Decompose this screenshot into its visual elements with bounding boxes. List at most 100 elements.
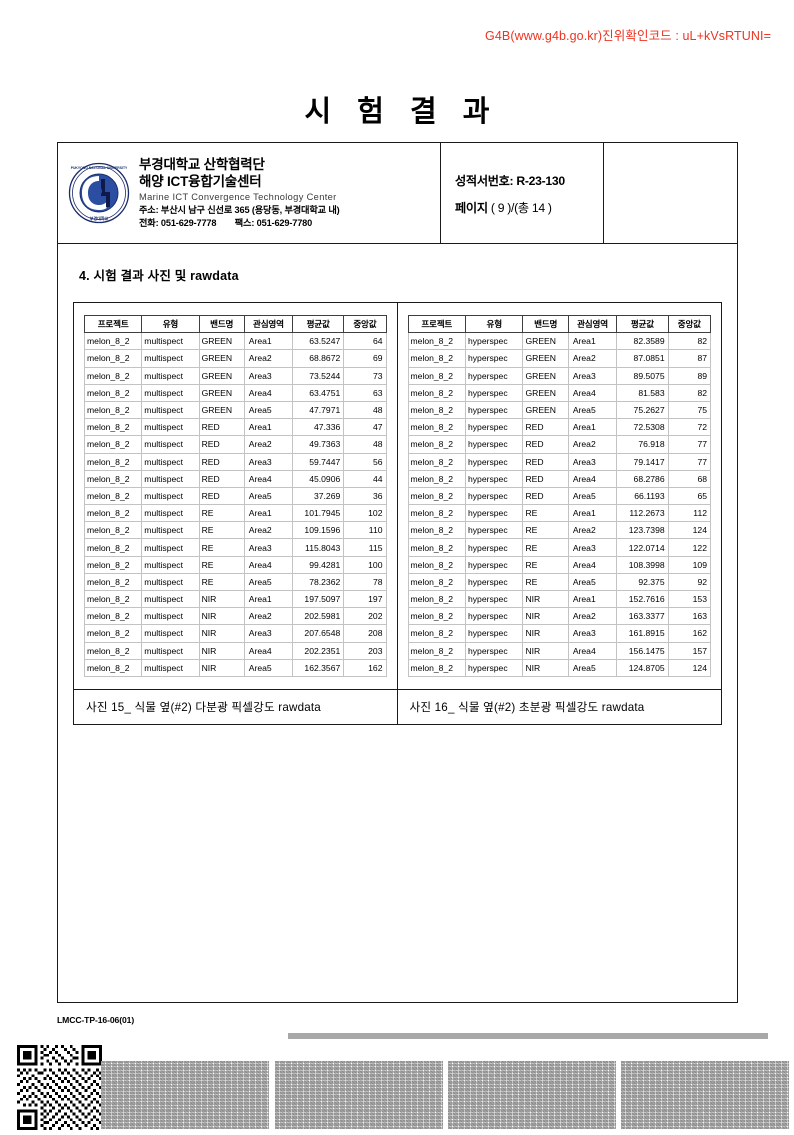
table-cell-mean: 68.8672	[292, 349, 345, 368]
table-cell-type: multispect	[141, 418, 200, 437]
table-cell-med: 115	[343, 538, 387, 557]
table-cell-proj: melon_8_2	[407, 658, 466, 677]
table-cell-med: 63	[343, 383, 387, 402]
table-cell-band: RE	[198, 504, 245, 523]
table-cell-med: 69	[343, 349, 387, 368]
svg-text:부경대학교: 부경대학교	[90, 215, 109, 221]
col-median: 중앙값	[667, 314, 712, 334]
document-body-frame: PUKYONG NATIONAL UNIVERSITY 부경대학교 부경대학교 …	[57, 142, 738, 1003]
table-cell-band: RED	[198, 452, 245, 471]
table-cell-area: Area1	[243, 589, 294, 609]
table-cell-band: RED	[198, 486, 245, 506]
table-row: melon_8_2 multispect GREEN Area4 63.4751 63	[83, 383, 387, 402]
table-cell-proj: melon_8_2	[83, 418, 143, 437]
table-cell-med: 65	[667, 486, 712, 506]
table-cell-type: hyperspec	[464, 366, 524, 385]
hyperspectral-table-cell: 프로젝트 유형 밴드명 관심영역 평균값 중앙값 melon_8_2 hypers…	[398, 303, 722, 689]
letterhead-band: PUKYONG NATIONAL UNIVERSITY 부경대학교 부경대학교 …	[58, 143, 737, 244]
security-pattern-block-2	[275, 1061, 443, 1129]
table-cell-area: Area5	[243, 400, 294, 420]
table-cell-band: GREEN	[522, 400, 569, 420]
page-indicator: 페이지 ( 9 )/(총 14 )	[455, 198, 603, 216]
table-cell-proj: melon_8_2	[407, 607, 466, 626]
table-cell-med: 56	[343, 452, 387, 471]
table-cell-med: 48	[343, 435, 387, 454]
security-pattern-block-3	[448, 1061, 616, 1129]
table-cell-proj: melon_8_2	[83, 332, 143, 351]
table-cell-area: Area1	[567, 504, 618, 523]
table-row: melon_8_2 multispect NIR Area3 207.6548 208	[83, 624, 387, 643]
col-type: 유형	[141, 314, 200, 334]
svg-text:PUKYONG NATIONAL UNIVERSITY: PUKYONG NATIONAL UNIVERSITY	[71, 166, 128, 170]
table-row: melon_8_2 multispect GREEN Area1 63.5247 64	[83, 332, 387, 351]
table-cell-area: Area4	[243, 469, 294, 488]
table-row: melon_8_2 multispect GREEN Area5 47.7971 48	[83, 400, 387, 420]
table-cell-type: multispect	[141, 538, 200, 557]
table-cell-type: hyperspec	[464, 572, 524, 592]
table-cell-mean: 63.4751	[292, 383, 345, 402]
table-cell-band: GREEN	[522, 332, 569, 351]
table-cell-med: 77	[667, 452, 712, 471]
table-cell-type: multispect	[141, 641, 200, 660]
table-cell-area: Area2	[567, 607, 618, 626]
col-roi: 관심영역	[567, 314, 618, 334]
table-row: melon_8_2 multispect RED Area5 37.269 36	[83, 486, 387, 506]
hyperspectral-rawdata-table: 프로젝트 유형 밴드명 관심영역 평균값 중앙값 melon_8_2 hypers…	[407, 314, 712, 677]
table-cell-mean: 49.7363	[292, 435, 345, 454]
table-cell-proj: melon_8_2	[83, 383, 143, 402]
table-cell-band: NIR	[198, 658, 245, 677]
table-cell-med: 100	[343, 555, 387, 574]
table-cell-proj: melon_8_2	[83, 366, 143, 385]
table-cell-area: Area5	[243, 486, 294, 506]
col-band: 밴드명	[522, 314, 569, 334]
table-cell-area: Area4	[567, 383, 618, 402]
table-row: melon_8_2 multispect RE Area2 109.1596 110	[83, 521, 387, 540]
section-heading: 4. 시험 결과 사진 및 rawdata	[79, 269, 239, 283]
table-row: melon_8_2 multispect NIR Area2 202.5981 202	[83, 607, 387, 626]
table-cell-type: multispect	[141, 521, 200, 540]
table-cell-area: Area5	[567, 572, 618, 592]
table-cell-area: Area3	[243, 452, 294, 471]
table-cell-type: multispect	[141, 624, 200, 643]
security-pattern-block-1	[101, 1061, 269, 1129]
captions-row: 사진 15_ 식물 옆(#2) 다분광 픽셀강도 rawdata 사진 16_ …	[74, 688, 721, 724]
table-row: melon_8_2 multispect RED Area2 49.7363 48	[83, 435, 387, 454]
table-cell-proj: melon_8_2	[83, 624, 143, 643]
table-row: melon_8_2 hyperspec NIR Area4 156.1475 157	[407, 641, 712, 660]
org-address: 주소: 부산시 남구 신선로 365 (용당동, 부경대학교 내)	[139, 204, 340, 215]
table-cell-med: 203	[343, 641, 387, 660]
table-row: melon_8_2 hyperspec GREEN Area4 81.583 82	[407, 383, 712, 402]
table-cell-proj: melon_8_2	[407, 641, 466, 660]
col-mean: 평균값	[616, 314, 669, 334]
table-cell-proj: melon_8_2	[407, 400, 466, 420]
table-cell-type: hyperspec	[464, 624, 524, 643]
table-cell-proj: melon_8_2	[83, 521, 143, 540]
table-cell-med: 87	[667, 349, 712, 368]
table-cell-band: RE	[522, 555, 569, 574]
table-cell-area: Area5	[243, 572, 294, 592]
table-cell-area: Area1	[567, 418, 618, 437]
table-cell-med: 72	[667, 418, 712, 437]
table-cell-area: Area4	[567, 469, 618, 488]
table-cell-mean: 45.0906	[292, 469, 345, 488]
table-cell-area: Area2	[243, 521, 294, 540]
table-cell-type: hyperspec	[464, 418, 524, 437]
table-cell-mean: 78.2362	[292, 572, 345, 592]
table-cell-med: 112	[667, 504, 712, 523]
page-label: 페이지	[455, 200, 488, 215]
table-row: melon_8_2 hyperspec GREEN Area2 87.0851 87	[407, 349, 712, 368]
table-cell-type: multispect	[141, 607, 200, 626]
table-cell-med: 64	[343, 332, 387, 351]
table-cell-type: hyperspec	[464, 607, 524, 626]
table-cell-proj: melon_8_2	[83, 486, 143, 506]
table-cell-type: hyperspec	[464, 332, 524, 351]
page-numbers: ( 9 )/(총 14 )	[490, 200, 552, 215]
table-cell-proj: melon_8_2	[407, 383, 466, 402]
security-pattern-block-4	[621, 1061, 789, 1129]
table-cell-type: hyperspec	[464, 452, 524, 471]
table-cell-proj: melon_8_2	[407, 589, 466, 609]
table-row: melon_8_2 hyperspec RED Area4 68.2786 68	[407, 469, 712, 488]
table-cell-proj: melon_8_2	[83, 607, 143, 626]
table-cell-mean: 37.269	[292, 486, 345, 506]
table-cell-type: multispect	[141, 469, 200, 488]
